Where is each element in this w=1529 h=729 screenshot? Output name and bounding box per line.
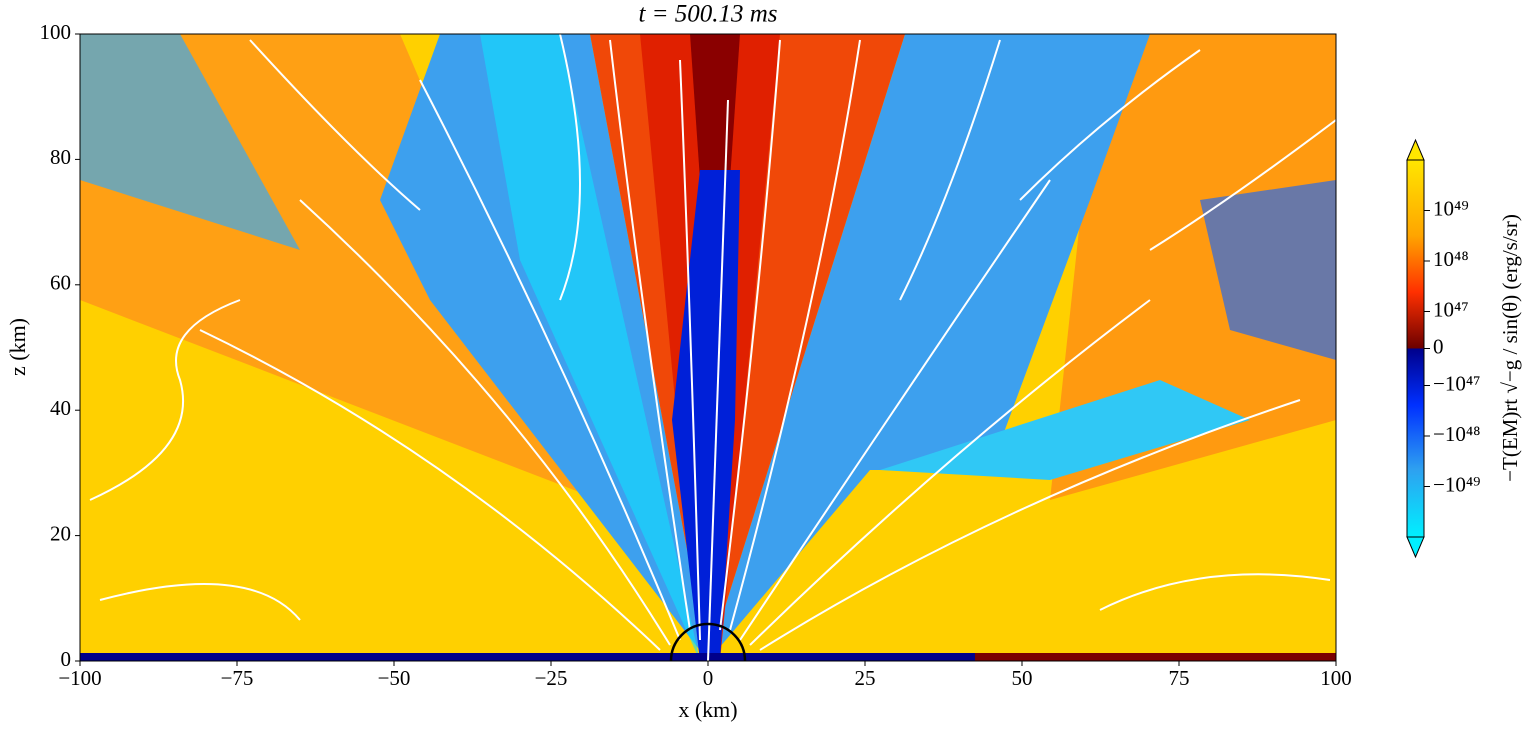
colorbar-tick-label: −10⁴⁹: [1433, 472, 1481, 496]
field-image: [80, 34, 1336, 661]
colorbar: [1406, 159, 1425, 538]
y-tick-label: 40: [50, 396, 71, 420]
y-tick-label: 100: [40, 20, 72, 44]
x-tick-label: 100: [1320, 666, 1352, 690]
colorbar-label: −T(EM)rt √−g / sin(θ) (erg/s/sr): [1498, 214, 1522, 482]
colorbar-extend-top: [1406, 138, 1425, 161]
colorbar-tick-label: 10⁴⁷: [1433, 297, 1469, 321]
y-axis-label: z (km): [5, 318, 30, 376]
colorbar-extend-bottom: [1406, 536, 1425, 559]
x-tick-label: 25: [855, 666, 876, 690]
y-tick-label: 80: [50, 145, 71, 169]
x-tick-label: −100: [58, 666, 101, 690]
colorbar-tick-label: 10⁴⁸: [1433, 247, 1469, 271]
x-tick-label: 50: [1012, 666, 1033, 690]
colorbar-tick-label: −10⁴⁸: [1433, 422, 1481, 446]
colorbar-tick-label: −10⁴⁷: [1433, 371, 1481, 395]
chart-title: t = 500.13 ms: [638, 1, 777, 28]
x-tick-label: −25: [535, 666, 568, 690]
x-tick-label: 75: [1169, 666, 1190, 690]
y-tick-label: 60: [50, 271, 71, 295]
colorbar-tick-label: 0: [1433, 334, 1444, 358]
horizon-arc: [669, 622, 747, 662]
colorbar-tick-label: 10⁴⁹: [1433, 196, 1469, 220]
x-tick-label: −50: [378, 666, 411, 690]
x-axis-label: x (km): [678, 697, 737, 722]
x-tick-label: 0: [703, 666, 714, 690]
x-tick-label: −75: [221, 666, 254, 690]
y-tick-label: 20: [50, 521, 71, 545]
y-tick-label: 0: [61, 647, 72, 671]
